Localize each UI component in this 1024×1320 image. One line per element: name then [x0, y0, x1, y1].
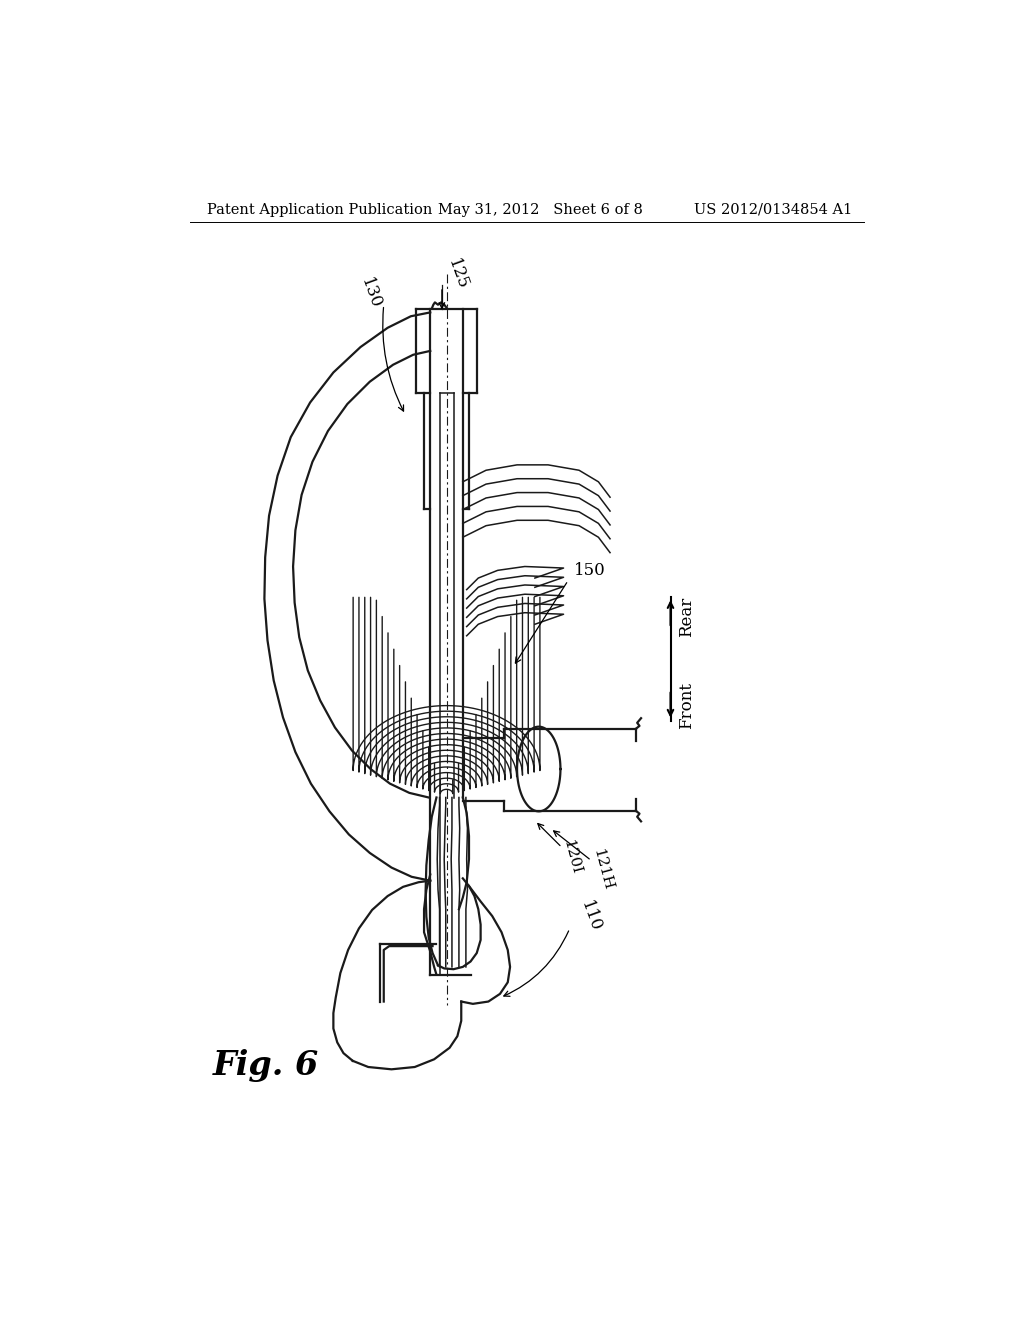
Text: 121H: 121H: [590, 847, 614, 892]
Text: 130: 130: [357, 276, 384, 312]
Text: Patent Application Publication: Patent Application Publication: [207, 203, 432, 216]
Text: 120I: 120I: [560, 838, 583, 875]
Text: 110: 110: [578, 899, 604, 935]
Text: May 31, 2012   Sheet 6 of 8: May 31, 2012 Sheet 6 of 8: [438, 203, 643, 216]
Text: 125: 125: [444, 256, 471, 292]
Text: Fig. 6: Fig. 6: [213, 1049, 319, 1082]
Text: 150: 150: [573, 562, 605, 579]
Text: Front: Front: [678, 681, 695, 729]
Text: Rear: Rear: [678, 597, 695, 636]
Text: US 2012/0134854 A1: US 2012/0134854 A1: [693, 203, 852, 216]
